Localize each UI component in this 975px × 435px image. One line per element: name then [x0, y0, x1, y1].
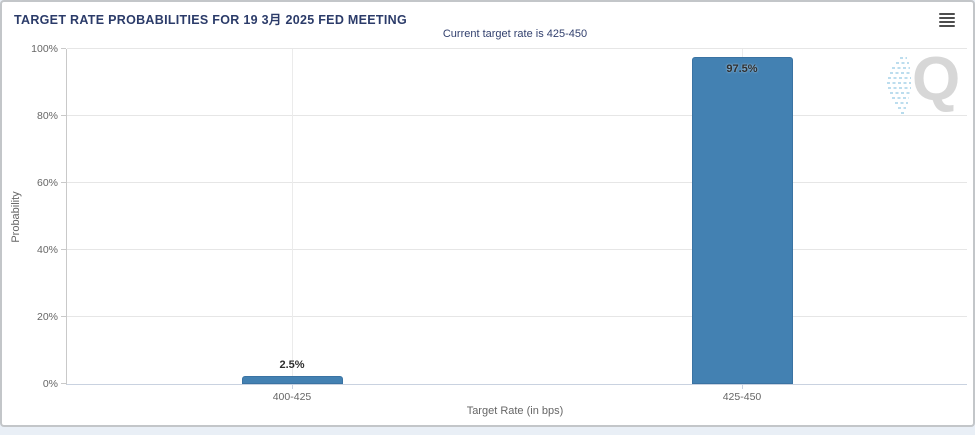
probability-bar[interactable] [242, 375, 343, 384]
y-tick-mark [61, 249, 66, 250]
y-tick-label: 60% [36, 177, 58, 189]
x-tick-mark [741, 384, 743, 389]
y-gridline [67, 48, 967, 49]
y-tick-mark [61, 383, 66, 384]
y-tick-label: 80% [36, 110, 58, 122]
y-tick-label: 20% [36, 311, 58, 323]
y-tick-label: 100% [31, 43, 58, 55]
x-category-label: 400-425 [272, 391, 312, 403]
x-category-label: 425-450 [722, 391, 762, 403]
plot-area: 0% 20% 40% 60% 80% 100% 2.5% 400-425 97.5% 425-45… [31, 43, 967, 403]
y-tick-label: 0% [42, 378, 58, 390]
chart-title: TARGET RATE PROBABILITIES FOR 19 3月 2025… [14, 13, 407, 27]
x-axis-title: Target Rate (in bps) [466, 405, 564, 417]
probability-bar[interactable] [692, 57, 793, 384]
x-gridline [291, 49, 293, 384]
y-tick-mark [61, 316, 66, 317]
bar-value-label: 2.5% [279, 358, 305, 371]
y-tick-mark [61, 115, 66, 116]
y-gridline [67, 249, 967, 250]
chart-context-menu-button[interactable] [937, 11, 959, 31]
x-tick-mark [291, 384, 293, 389]
y-axis-title: Probability [10, 191, 22, 243]
y-tick-mark [61, 182, 66, 183]
y-gridline [67, 182, 967, 183]
y-tick-mark [61, 48, 66, 49]
hamburger-icon [939, 13, 957, 27]
y-tick-label: 40% [36, 244, 58, 256]
y-gridline [67, 316, 967, 317]
chart-subtitle: Current target rate is 425-450 [442, 28, 588, 40]
y-gridline [67, 115, 967, 116]
bar-value-label: 97.5% [726, 63, 758, 76]
